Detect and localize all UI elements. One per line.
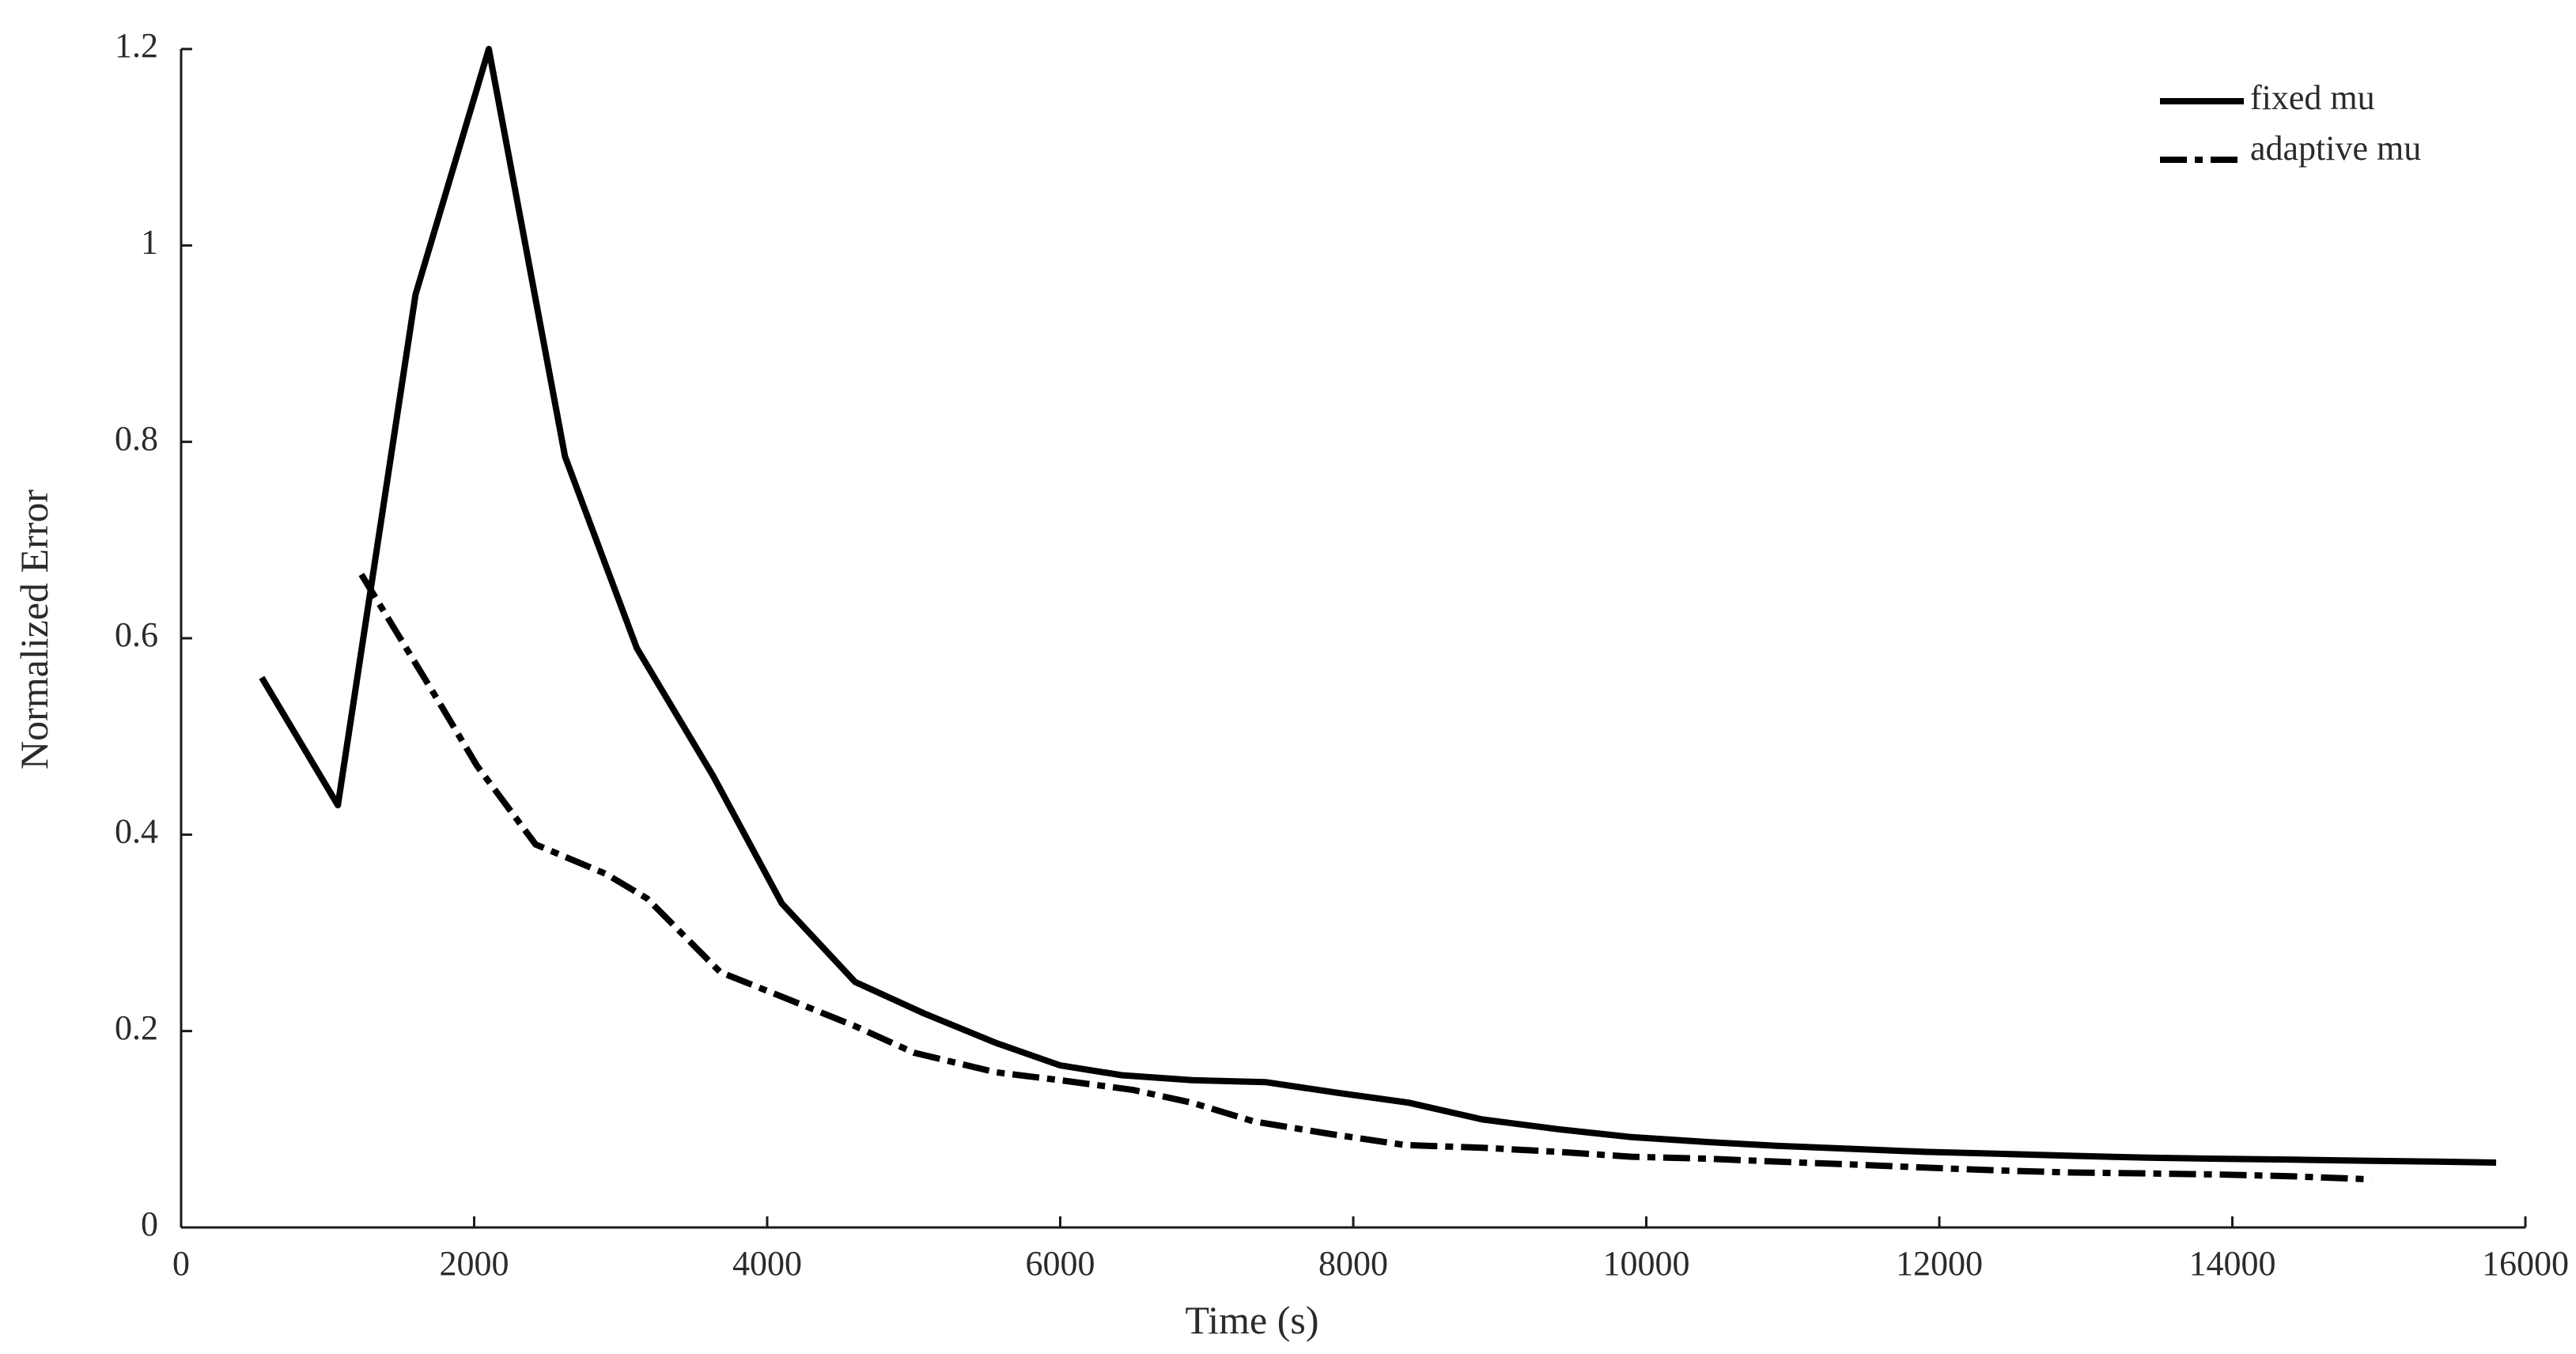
x-tick-label: 6000 <box>1026 1244 1095 1283</box>
y-tick-label: 0.2 <box>115 1008 158 1047</box>
y-ticks: 0 0.2 0.4 0.6 0.8 1 1.2 <box>115 26 192 1243</box>
x-tick-label: 14000 <box>2189 1244 2276 1283</box>
x-axis-title: Time (s) <box>1185 1298 1318 1342</box>
x-tick-label: 0 <box>172 1244 190 1283</box>
y-tick-label: 1 <box>141 222 158 261</box>
x-ticks: 0 2000 4000 6000 8000 10000 12000 14000 16000 <box>172 1216 2569 1283</box>
y-tick-label: 0.8 <box>115 419 158 458</box>
legend-label-adaptive-mu: adaptive mu <box>2250 129 2421 168</box>
x-tick-label: 2000 <box>440 1244 509 1283</box>
axes <box>180 49 2525 1229</box>
y-tick-label: 0 <box>141 1205 158 1243</box>
series-line-adaptive-mu <box>358 573 2372 1183</box>
x-tick-label: 4000 <box>732 1244 802 1283</box>
y-tick-label: 1.2 <box>115 26 158 65</box>
x-tick-label: 16000 <box>2482 1244 2569 1283</box>
y-tick-label: 0.6 <box>115 615 158 654</box>
y-axis-title: Normalized Error <box>12 490 56 770</box>
series-line-fixed-mu <box>259 46 2497 1166</box>
x-tick-label: 12000 <box>1896 1244 1983 1283</box>
series-layer <box>259 46 2497 1183</box>
x-tick-label: 10000 <box>1603 1244 1690 1283</box>
y-tick-label: 0.4 <box>115 811 158 850</box>
legend-label-fixed-mu: fixed mu <box>2250 78 2375 117</box>
legend: fixed mu adaptive mu <box>2160 78 2421 168</box>
x-tick-label: 8000 <box>1318 1244 1388 1283</box>
